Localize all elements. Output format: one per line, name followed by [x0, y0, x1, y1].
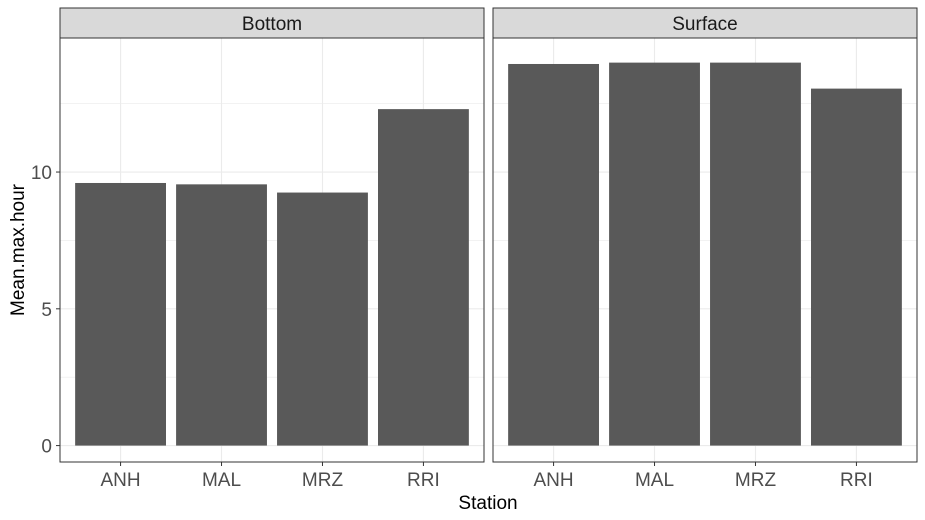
panel-border — [492, 37, 918, 463]
bar-mal — [609, 62, 700, 446]
facet-strip — [492, 7, 918, 39]
bar-mrz — [710, 62, 801, 446]
x-tick-label: RRI — [840, 470, 873, 491]
panel-bottom: Bottom ANH MAL MRZ RRI — [59, 7, 485, 491]
bar-rri — [811, 88, 902, 446]
x-tick-label: ANH — [101, 470, 141, 491]
panels: Bottom ANH MAL MRZ RRI Surface ANH MAL MRZ RRI — [59, 7, 918, 491]
facet-title: Bottom — [242, 14, 302, 35]
bar-rri — [378, 109, 469, 446]
y-tick-label: 0 — [41, 437, 52, 458]
x-tick-label: MRZ — [735, 470, 777, 491]
bar-mrz — [277, 192, 368, 446]
x-tick-label: RRI — [407, 470, 440, 491]
bar-mal — [176, 184, 267, 446]
facet-strip — [59, 7, 485, 39]
bar-anh — [75, 182, 166, 446]
y-axis: 0 5 10 — [31, 163, 60, 458]
y-tick-label: 5 — [41, 300, 52, 321]
x-tick-label: MAL — [635, 470, 674, 491]
panel-border — [59, 37, 485, 463]
y-axis-title: Mean.max.hour — [8, 183, 29, 316]
facet-title: Surface — [672, 14, 737, 35]
x-axis-title: Station — [458, 493, 517, 514]
panel-surface: Surface ANH MAL MRZ RRI — [492, 7, 918, 491]
bar-anh — [508, 63, 599, 446]
x-tick-label: ANH — [534, 470, 574, 491]
x-tick-label: MAL — [202, 470, 241, 491]
x-tick-label: MRZ — [302, 470, 344, 491]
y-tick-label: 10 — [31, 163, 52, 184]
